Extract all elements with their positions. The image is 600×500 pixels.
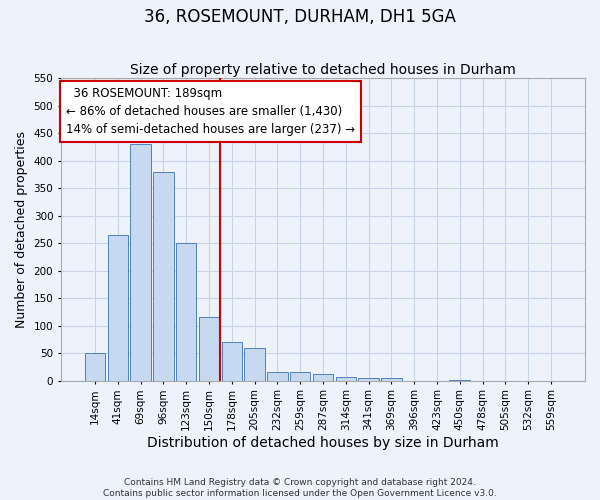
Text: 36, ROSEMOUNT, DURHAM, DH1 5GA: 36, ROSEMOUNT, DURHAM, DH1 5GA [144, 8, 456, 26]
Bar [267, 372, 287, 380]
Bar [199, 318, 219, 380]
Bar [358, 378, 379, 380]
Bar [244, 348, 265, 380]
Bar [221, 342, 242, 380]
Bar [335, 377, 356, 380]
Bar [107, 235, 128, 380]
Bar [176, 243, 196, 380]
Bar [153, 172, 173, 380]
Bar [85, 353, 105, 380]
Bar [313, 374, 333, 380]
Title: Size of property relative to detached houses in Durham: Size of property relative to detached ho… [130, 63, 516, 77]
Y-axis label: Number of detached properties: Number of detached properties [15, 131, 28, 328]
Text: 36 ROSEMOUNT: 189sqm
← 86% of detached houses are smaller (1,430)
14% of semi-de: 36 ROSEMOUNT: 189sqm ← 86% of detached h… [66, 87, 355, 136]
Bar [381, 378, 401, 380]
Bar [290, 372, 310, 380]
X-axis label: Distribution of detached houses by size in Durham: Distribution of detached houses by size … [147, 436, 499, 450]
Text: Contains HM Land Registry data © Crown copyright and database right 2024.
Contai: Contains HM Land Registry data © Crown c… [103, 478, 497, 498]
Bar [130, 144, 151, 380]
